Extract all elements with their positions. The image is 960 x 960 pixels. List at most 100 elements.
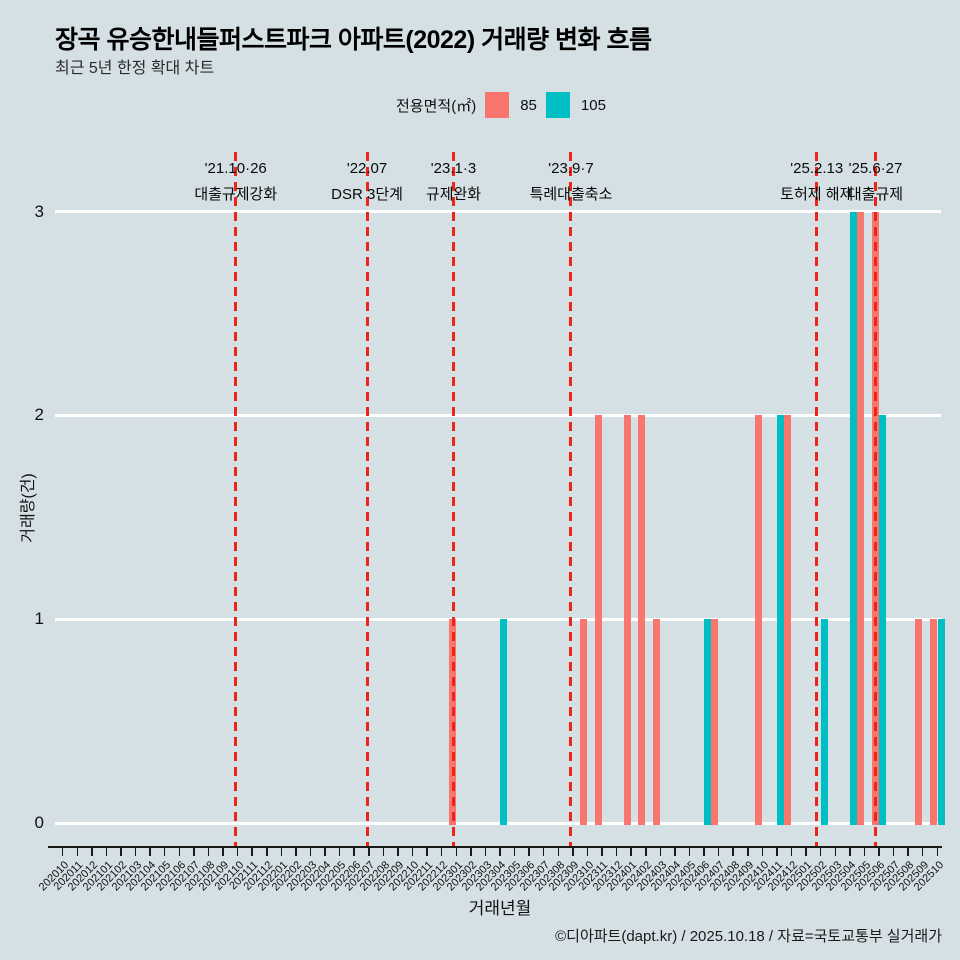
x-tick-202402 — [645, 848, 647, 856]
x-tick-202305 — [513, 848, 516, 856]
x-tick-202503 — [834, 848, 836, 856]
x-tick-202504 — [849, 848, 851, 856]
x-tick-202101 — [105, 848, 108, 856]
bar-202402-85 — [638, 415, 646, 825]
bar-202410-85 — [755, 415, 763, 825]
x-tick-202307 — [542, 848, 545, 856]
x-axis-line — [48, 846, 942, 848]
x-tick-202109 — [222, 848, 224, 856]
event-line-4 — [815, 152, 819, 846]
x-tick-202103 — [134, 848, 137, 856]
bar-202411-105 — [777, 415, 785, 825]
x-tick-202312 — [615, 848, 618, 856]
x-tick-202408 — [732, 848, 734, 856]
x-tick-202510 — [936, 848, 939, 856]
x-tick-202108 — [207, 848, 210, 856]
x-tick-202105 — [163, 848, 166, 856]
x-tick-202406 — [703, 848, 705, 856]
page-title: 장곡 유승한내들퍼스트파크 아파트(2022) 거래량 변화 흐름 — [55, 26, 652, 54]
x-tick-202303 — [484, 848, 487, 856]
bar-202407-85 — [711, 619, 719, 825]
x-tick-202011 — [76, 848, 79, 856]
y-axis-title: 거래량(건) — [20, 473, 37, 543]
y-tick-label-0: 0 — [34, 813, 44, 832]
x-tick-202409 — [747, 848, 749, 856]
bar-202403-85 — [653, 619, 661, 825]
x-tick-202401 — [630, 848, 632, 856]
event-date-3: '23.9·7 — [548, 160, 594, 177]
gridline-y0 — [55, 821, 941, 825]
footer-credit: ©디아파트(dapt.kr) / 2025.10.18 / 자료=국토교통부 실… — [555, 928, 942, 945]
page-subtitle: 최근 5년 한정 확대 차트 — [55, 60, 215, 77]
event-label-1: DSR 3단계 — [331, 186, 403, 203]
bar-202509-85 — [915, 619, 923, 825]
x-tick-202410 — [761, 848, 764, 856]
x-tick-202202 — [295, 848, 297, 856]
bar-202506-105 — [879, 415, 887, 825]
x-tick-202210 — [411, 848, 414, 856]
legend-swatch-85 — [485, 92, 510, 118]
x-tick-202212 — [440, 848, 443, 856]
x-tick-202509 — [921, 848, 924, 856]
x-tick-202505 — [863, 848, 866, 856]
legend-item-85: 85 — [520, 96, 537, 114]
x-tick-202403 — [659, 848, 662, 856]
bar-202510-105 — [937, 619, 945, 825]
x-tick-202206 — [353, 848, 355, 856]
x-tick-202306 — [528, 848, 530, 856]
bar-202406-105 — [704, 619, 712, 825]
x-tick-202302 — [470, 848, 472, 856]
bar-202504-105 — [850, 211, 858, 825]
x-tick-202209 — [397, 848, 399, 856]
x-tick-202310 — [586, 848, 589, 856]
legend-swatch-105 — [545, 92, 570, 118]
event-line-0 — [234, 152, 238, 846]
gridline-y2 — [55, 413, 941, 417]
gridline-y1 — [55, 617, 941, 621]
event-line-5 — [873, 152, 877, 846]
event-date-1: '22.07 — [346, 160, 388, 177]
bar-202510-85 — [930, 619, 937, 825]
y-tick-label-1: 1 — [34, 609, 44, 629]
legend-item-105: 105 — [580, 96, 606, 114]
event-line-2 — [452, 152, 455, 846]
bar-202304-105 — [500, 619, 508, 825]
event-label-4: 토허제 해제 — [780, 186, 854, 203]
x-tick-202308 — [557, 848, 560, 856]
x-axis-title: 거래년월 — [468, 899, 532, 918]
x-tick-202010 — [61, 848, 64, 856]
bar-202412-85 — [784, 415, 792, 825]
x-tick-202411 — [776, 848, 778, 856]
event-line-1 — [365, 152, 369, 846]
x-tick-202104 — [149, 848, 151, 856]
y-tick-label-3: 3 — [34, 201, 44, 221]
event-label-5: 대출규제 — [847, 186, 904, 203]
event-date-4: '25.2.13 — [790, 160, 844, 177]
x-tick-202507 — [892, 848, 895, 856]
x-tick-202405 — [688, 848, 691, 856]
bar-202311-85 — [594, 415, 602, 825]
bar-202505-85 — [857, 211, 865, 825]
event-date-5: '25.6·27 — [848, 160, 903, 177]
x-tick-202301 — [455, 848, 458, 856]
x-tick-202203 — [309, 848, 312, 856]
legend: 전용면적(㎡) 85 105 — [396, 90, 606, 120]
x-tick-202107 — [193, 848, 195, 856]
gridline-y3 — [55, 210, 941, 214]
x-tick-202201 — [280, 848, 283, 856]
event-date-0: '21.10·26 — [204, 160, 267, 177]
event-label-3: 특례대출축소 — [529, 186, 613, 203]
bar-202502-105 — [821, 619, 829, 825]
x-tick-202102 — [120, 848, 122, 856]
event-line-3 — [569, 152, 573, 846]
event-label-0: 대출규제강화 — [194, 186, 278, 203]
x-tick-202404 — [674, 848, 676, 856]
bar-202401-85 — [623, 415, 631, 825]
x-tick-202012 — [91, 848, 93, 856]
x-tick-202412 — [790, 848, 793, 856]
x-tick-202111 — [251, 848, 253, 856]
x-tick-202311 — [601, 848, 603, 856]
x-tick-202106 — [178, 848, 181, 856]
